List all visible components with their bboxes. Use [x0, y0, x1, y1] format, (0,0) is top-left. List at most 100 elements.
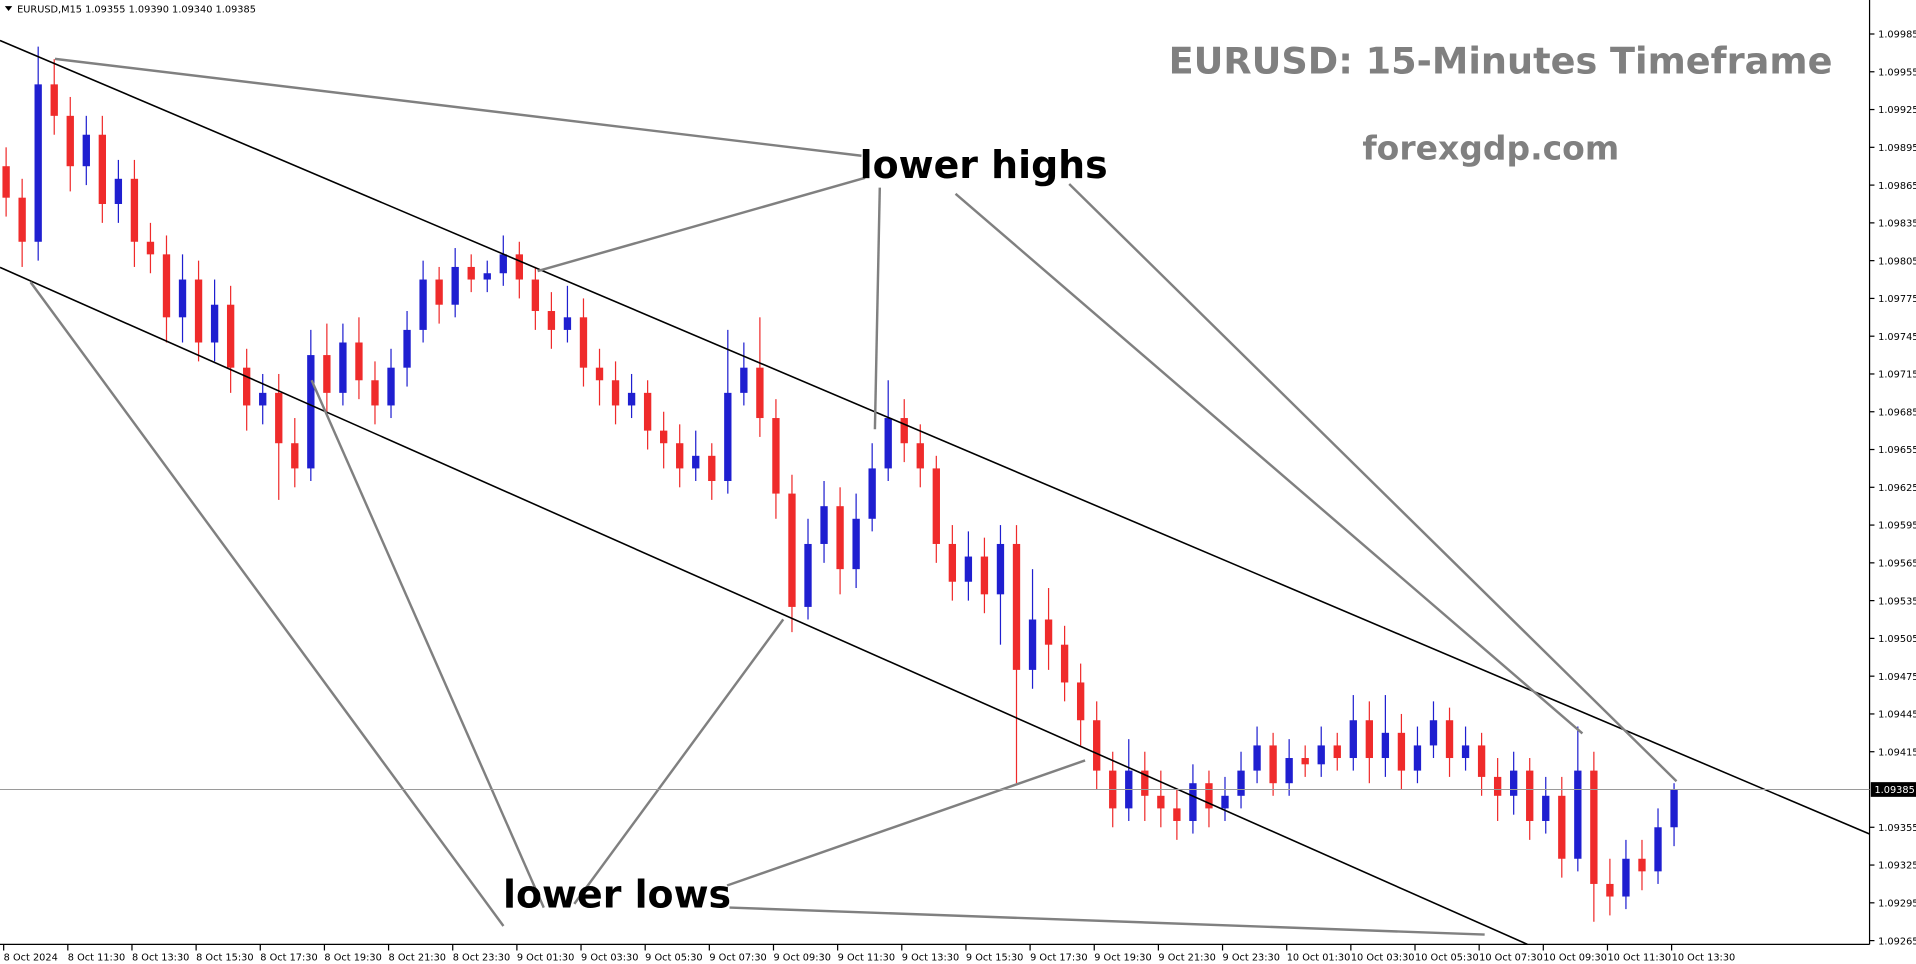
candle-body [1542, 795, 1550, 821]
pointer [54, 57, 862, 157]
y-tick-label: 1.09355 [1878, 823, 1916, 834]
candle-body [98, 134, 107, 204]
candle-body [1317, 745, 1325, 765]
x-tick-label: 10 Oct 03:30 [1351, 952, 1415, 963]
candle-body [1221, 795, 1229, 809]
x-tick-label: 8 Oct 11:30 [68, 952, 125, 963]
candle-body [916, 443, 924, 469]
candle-body [1397, 732, 1406, 771]
candle-body [595, 367, 604, 381]
y-tick-label: 1.09775 [1878, 294, 1916, 305]
pointer [537, 176, 866, 273]
candle-body [1622, 858, 1630, 897]
y-tick-label: 1.09835 [1878, 219, 1916, 230]
candle-body [1333, 745, 1341, 759]
candle-body [515, 254, 523, 280]
candle-body [146, 241, 155, 255]
candle-body [1285, 758, 1293, 784]
x-tick-label: 8 Oct 21:30 [389, 952, 446, 963]
header: EURUSD,M15 1.09355 1.09390 1.09340 1.093… [17, 4, 256, 15]
candle-body [1413, 745, 1422, 771]
candle-body [1429, 720, 1438, 746]
candle-body [980, 556, 989, 595]
candle-body [18, 197, 26, 242]
candle-body [1044, 619, 1053, 645]
candle-body [66, 115, 74, 167]
candle-body [226, 304, 235, 368]
x-tick-label: 8 Oct 2024 [4, 952, 58, 963]
candle-body [964, 556, 973, 582]
candle-body [499, 254, 507, 274]
channel-upper [0, 39, 1870, 835]
pointer [573, 618, 785, 905]
candle-body [1574, 770, 1582, 859]
candle-body [1670, 789, 1678, 828]
pointer [726, 759, 1086, 887]
candle-body [130, 178, 139, 242]
x-tick-label: 9 Oct 15:30 [966, 952, 1023, 963]
candle-body [1012, 543, 1021, 670]
x-tick-label: 9 Oct 09:30 [773, 952, 830, 963]
candle-body [1606, 883, 1614, 897]
y-tick-label: 1.09475 [1878, 672, 1916, 683]
candle-body [403, 329, 411, 368]
candle-body [1173, 808, 1181, 821]
candle-body [435, 279, 443, 305]
candle-body [708, 455, 716, 482]
y-tick-label: 1.09805 [1878, 256, 1916, 267]
y-tick-label: 1.09565 [1878, 559, 1916, 570]
candle-body [1445, 720, 1454, 759]
y-tick-label: 1.09715 [1878, 370, 1916, 381]
y-tick-label: 1.09415 [1878, 747, 1916, 758]
candle-body [900, 418, 908, 444]
x-tick-label: 8 Oct 23:30 [453, 952, 510, 963]
y-tick-label: 1.09295 [1878, 898, 1916, 909]
candle-body [259, 392, 267, 406]
candle-body [1237, 770, 1245, 796]
pointer [310, 379, 545, 909]
x-tick-label: 9 Oct 05:30 [645, 952, 702, 963]
candle-body [724, 392, 732, 482]
candle-body [114, 178, 123, 204]
candle-body [868, 468, 876, 519]
y-tick-label: 1.09895 [1878, 143, 1916, 154]
x-tick-label: 9 Oct 11:30 [838, 952, 895, 963]
candle-body [1205, 783, 1213, 809]
y-tick-label: 1.09685 [1878, 407, 1916, 418]
candle-body [1638, 858, 1646, 872]
candle-body [2, 166, 10, 198]
x-tick-label: 10 Oct 09:30 [1543, 952, 1607, 963]
candle-body [1365, 720, 1374, 759]
x-tick-label: 8 Oct 13:30 [132, 952, 189, 963]
pointer [954, 192, 1584, 735]
candle-body [1060, 644, 1069, 683]
y-tick-label: 1.09745 [1878, 332, 1916, 343]
y-tick-label: 1.09535 [1878, 596, 1916, 607]
candle-body [820, 506, 828, 544]
x-tick-label: 9 Oct 07:30 [709, 952, 766, 963]
y-tick-label: 1.09655 [1878, 445, 1916, 456]
candle-body [996, 543, 1005, 595]
candle-body [948, 543, 957, 582]
menu-icon[interactable] [4, 6, 13, 12]
x-tick-label: 9 Oct 03:30 [581, 952, 638, 963]
y-tick-label: 1.09505 [1878, 634, 1916, 645]
y-tick-label: 1.09925 [1878, 105, 1916, 116]
candle-body [1461, 745, 1470, 759]
y-tick-label: 1.09985 [1878, 30, 1916, 41]
candle-body [1028, 619, 1037, 670]
candle-body [210, 304, 219, 343]
candle-body [627, 392, 636, 406]
pointer [873, 187, 882, 430]
candle-body [1493, 776, 1502, 796]
candle-body [387, 367, 395, 406]
pointer [1068, 183, 1678, 783]
candle-body [547, 311, 556, 330]
candle-body [1590, 770, 1598, 884]
x-tick-label: 9 Oct 17:30 [1030, 952, 1087, 963]
candle-body [772, 418, 780, 494]
x-tick-label: 10 Oct 05:30 [1415, 952, 1479, 963]
x-tick-label: 9 Oct 01:30 [517, 952, 574, 963]
candle-body [194, 279, 203, 343]
